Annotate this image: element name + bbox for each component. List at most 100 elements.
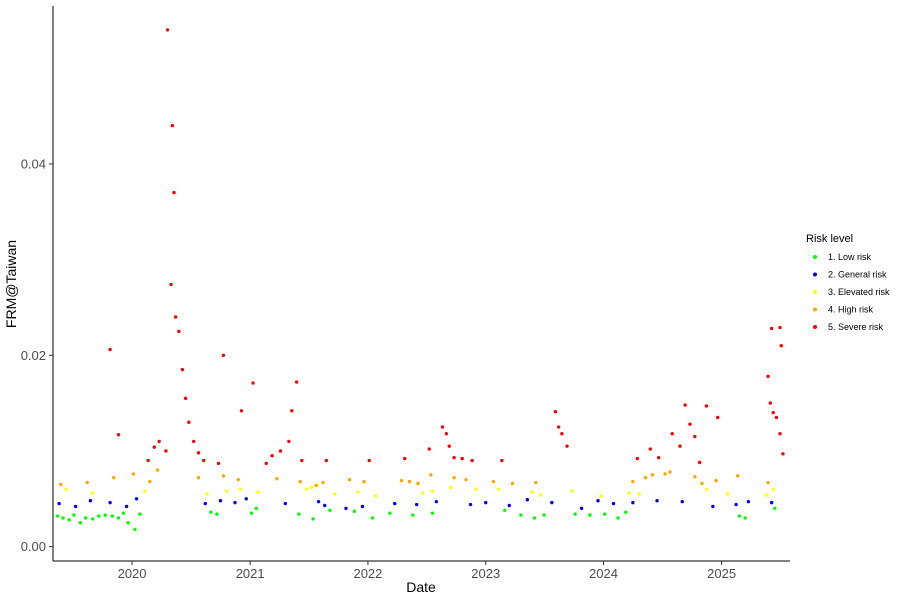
data-point [368, 459, 371, 462]
data-point [305, 488, 308, 491]
data-point [705, 404, 708, 407]
data-point [671, 432, 674, 435]
data-point [411, 513, 414, 516]
data-point [251, 381, 254, 384]
data-point [678, 444, 681, 447]
data-point [233, 501, 236, 504]
data-point [371, 516, 374, 519]
data-point [700, 482, 703, 485]
data-point [250, 511, 253, 514]
data-point [72, 513, 75, 516]
data-point [596, 499, 599, 502]
data-point [631, 480, 634, 483]
x-tick-label: 2023 [471, 566, 500, 581]
data-point [415, 503, 418, 506]
data-point [311, 517, 314, 520]
data-point [624, 511, 627, 514]
data-point [743, 516, 746, 519]
data-point [460, 457, 463, 460]
data-point [135, 497, 138, 500]
data-point [421, 491, 424, 494]
data-point [738, 514, 741, 517]
x-tick-label: 2024 [589, 566, 618, 581]
data-point [765, 493, 768, 496]
data-point [126, 521, 129, 524]
data-point [184, 397, 187, 400]
data-point [393, 502, 396, 505]
data-point [84, 516, 87, 519]
data-point [192, 440, 195, 443]
data-point [508, 504, 511, 507]
data-point [59, 483, 62, 486]
data-point [295, 380, 298, 383]
data-point [209, 511, 212, 514]
data-point [67, 518, 70, 521]
data-point [693, 475, 696, 478]
data-point [172, 191, 175, 194]
data-point [734, 503, 737, 506]
data-point [435, 500, 438, 503]
data-point [111, 514, 114, 517]
data-point [550, 501, 553, 504]
legend-key [813, 273, 817, 277]
data-point [57, 502, 60, 505]
data-point [202, 459, 205, 462]
data-point [637, 492, 640, 495]
x-tick-label: 2025 [707, 566, 736, 581]
data-point [519, 513, 522, 516]
data-point [766, 375, 769, 378]
data-point [431, 489, 434, 492]
y-tick-label: 0.04 [21, 156, 46, 171]
data-point [408, 480, 411, 483]
data-point [657, 456, 660, 459]
data-point [542, 513, 545, 516]
data-point [177, 330, 180, 333]
data-point [374, 494, 377, 497]
data-point [310, 486, 313, 489]
data-point [153, 445, 156, 448]
data-point [573, 512, 576, 515]
legend-title: Risk level [806, 233, 853, 245]
legend-label: 2. General risk [828, 270, 887, 280]
data-point [164, 449, 167, 452]
axis-ticks: 2020 2021 2022 2023 2024 2025 0.00 0.02 0.04 [21, 156, 736, 581]
data-point [693, 435, 696, 438]
data-point [539, 493, 542, 496]
data-point [534, 481, 537, 484]
data-point [492, 480, 495, 483]
data-point [431, 511, 434, 514]
data-point [187, 421, 190, 424]
data-point [133, 528, 136, 531]
data-point [747, 500, 750, 503]
legend-items: 1. Low risk 2. General risk 3. Elevated ri… [813, 252, 890, 332]
data-point [204, 502, 207, 505]
data-point [215, 512, 218, 515]
data-point [448, 444, 451, 447]
data-point [780, 344, 783, 347]
data-point [526, 498, 529, 501]
legend-label: 3. Elevated risk [828, 287, 890, 297]
data-point [649, 447, 652, 450]
data-point [270, 454, 273, 457]
data-point [275, 477, 278, 480]
data-point [698, 461, 701, 464]
data-point [112, 476, 115, 479]
data-point [237, 478, 240, 481]
data-point [683, 403, 686, 406]
data-point [554, 410, 557, 413]
data-point [770, 327, 773, 330]
data-point [557, 425, 560, 428]
data-point [769, 401, 772, 404]
legend-key [813, 325, 817, 329]
data-point [711, 505, 714, 508]
data-point [470, 459, 473, 462]
data-point [279, 449, 282, 452]
data-point [197, 451, 200, 454]
data-point [681, 500, 684, 503]
data-point [636, 457, 639, 460]
data-point [74, 505, 77, 508]
data-point [132, 472, 135, 475]
data-point [138, 512, 141, 515]
data-point [565, 444, 568, 447]
data-point [353, 510, 356, 513]
